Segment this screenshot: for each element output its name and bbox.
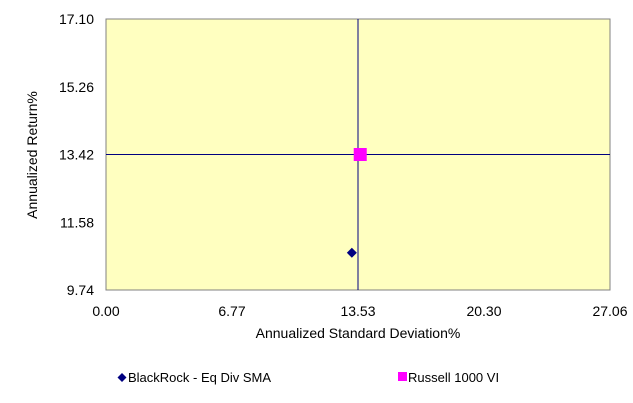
legend-square-icon <box>398 372 407 381</box>
y-tick-label: 15.26 <box>59 79 94 95</box>
x-tick-labels: 0.00 6.77 13.53 20.30 27.06 <box>92 303 627 319</box>
x-tick-label: 0.00 <box>92 303 119 319</box>
x-tick-label: 20.30 <box>466 303 501 319</box>
x-tick-label: 6.77 <box>218 303 245 319</box>
legend: BlackRock - Eq Div SMA Russell 1000 VI <box>117 370 499 385</box>
y-tick-label: 13.42 <box>59 147 94 163</box>
y-tick-label: 9.74 <box>67 282 94 298</box>
legend-diamond-icon <box>117 373 127 382</box>
y-tick-label: 17.10 <box>59 11 94 27</box>
y-tick-labels: 17.10 15.26 13.42 11.58 9.74 <box>59 11 94 298</box>
legend-label-blackrock: BlackRock - Eq Div SMA <box>128 370 271 385</box>
x-axis-title: Annualized Standard Deviation% <box>256 325 461 341</box>
legend-label-russell: Russell 1000 VI <box>408 370 499 385</box>
data-point-square <box>353 148 367 161</box>
x-tick-label: 27.06 <box>592 303 627 319</box>
y-axis-title: Annualized Return% <box>24 91 40 219</box>
data-point-diamond <box>346 247 357 258</box>
x-tick-label: 13.53 <box>340 303 375 319</box>
data-points <box>346 148 367 258</box>
y-tick-label: 11.58 <box>60 214 94 230</box>
